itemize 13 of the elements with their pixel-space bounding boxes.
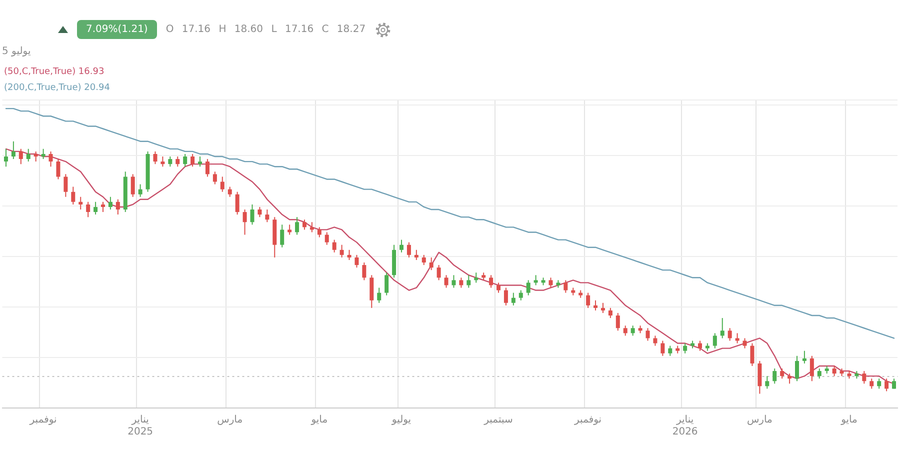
x-tick-label: نوفمبر — [28, 414, 57, 426]
x-tick-label: نوفمبر — [574, 414, 602, 426]
text: يوليو 5 — [2, 46, 31, 57]
text: 7.09%(1.21) — [77, 20, 157, 39]
text: O 17.16 H 18.60 L 17.16 C 18.27 — [166, 24, 366, 35]
x-tick-label: سبتمبر — [483, 414, 513, 426]
x-tick-label: مايو — [310, 414, 328, 426]
text: (50,C,True,True) 16.93 — [4, 66, 106, 79]
x-tick-label: مارس — [217, 414, 243, 426]
x-tick-label: يوليو — [390, 414, 412, 426]
x-tick-label: مارس — [746, 414, 772, 426]
series-label: (200,C,True,True) 20.94 — [4, 82, 110, 95]
x-tick-label: مايو — [840, 414, 858, 426]
